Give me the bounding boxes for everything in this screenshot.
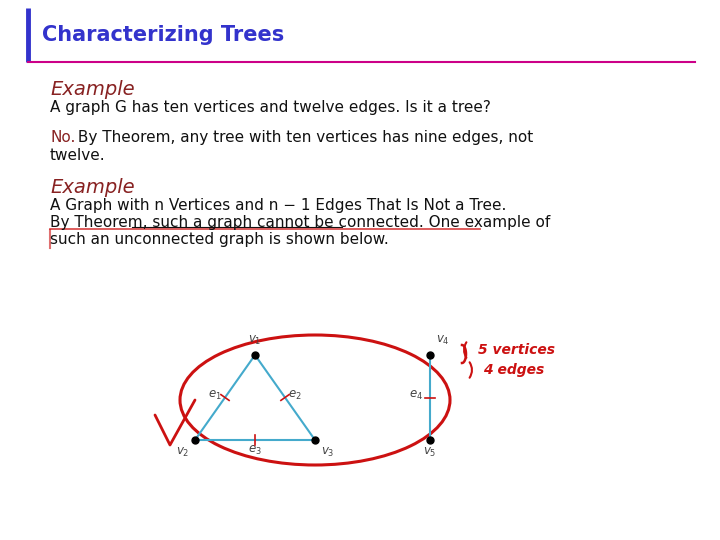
Text: $v_3$: $v_3$: [321, 446, 335, 459]
Text: 4 edges: 4 edges: [483, 363, 544, 377]
Text: $v_2$: $v_2$: [176, 446, 189, 459]
Text: Characterizing Trees: Characterizing Trees: [42, 25, 284, 45]
Text: Example: Example: [50, 80, 135, 99]
Text: By Theorem, such a graph cannot be connected. One example of: By Theorem, such a graph cannot be conne…: [50, 215, 550, 230]
Text: $e_3$: $e_3$: [248, 443, 262, 456]
Text: $e_4$: $e_4$: [409, 389, 423, 402]
Text: $v_4$: $v_4$: [436, 334, 450, 347]
Text: $e_1$: $e_1$: [208, 389, 222, 402]
Text: $e_2$: $e_2$: [288, 389, 302, 402]
Text: $v_5$: $v_5$: [423, 446, 437, 459]
Text: twelve.: twelve.: [50, 148, 106, 163]
Text: $v_1$: $v_1$: [248, 334, 261, 347]
Text: A Graph with n Vertices and n − 1 Edges That Is Not a Tree.: A Graph with n Vertices and n − 1 Edges …: [50, 198, 506, 213]
Text: A graph G has ten vertices and twelve edges. Is it a tree?: A graph G has ten vertices and twelve ed…: [50, 100, 491, 115]
Text: No.: No.: [50, 130, 76, 145]
Text: By Theorem, any tree with ten vertices has nine edges, not: By Theorem, any tree with ten vertices h…: [73, 130, 534, 145]
Text: 5 vertices: 5 vertices: [478, 343, 555, 357]
Text: such an unconnected graph is shown below.: such an unconnected graph is shown below…: [50, 232, 389, 247]
Text: Example: Example: [50, 178, 135, 197]
